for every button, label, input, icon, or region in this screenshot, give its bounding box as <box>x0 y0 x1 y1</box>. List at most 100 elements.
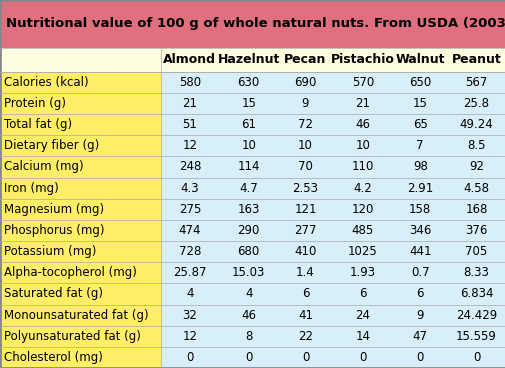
Text: 9: 9 <box>416 309 423 322</box>
Text: 10: 10 <box>355 139 370 152</box>
FancyBboxPatch shape <box>0 326 161 347</box>
Text: 10: 10 <box>297 139 312 152</box>
Text: 9: 9 <box>301 97 309 110</box>
Text: 485: 485 <box>351 224 373 237</box>
Text: 1.4: 1.4 <box>295 266 314 279</box>
Text: 6: 6 <box>359 287 366 300</box>
Text: 41: 41 <box>297 309 312 322</box>
Text: 4.7: 4.7 <box>239 182 258 195</box>
Text: 15.03: 15.03 <box>231 266 265 279</box>
FancyBboxPatch shape <box>0 347 161 368</box>
Text: 0: 0 <box>359 351 366 364</box>
Text: 0: 0 <box>472 351 479 364</box>
Text: 22: 22 <box>297 330 312 343</box>
Text: Polyunsaturated fat (g): Polyunsaturated fat (g) <box>4 330 141 343</box>
Text: 728: 728 <box>178 245 200 258</box>
Text: 15: 15 <box>412 97 427 110</box>
Text: 650: 650 <box>408 76 430 89</box>
Text: 290: 290 <box>237 224 259 237</box>
Text: 6: 6 <box>416 287 423 300</box>
Text: 61: 61 <box>241 118 256 131</box>
Text: 121: 121 <box>293 203 316 216</box>
FancyBboxPatch shape <box>161 156 505 178</box>
Text: 72: 72 <box>297 118 312 131</box>
Text: 114: 114 <box>237 160 260 173</box>
Text: 0: 0 <box>301 351 309 364</box>
Text: 705: 705 <box>465 245 487 258</box>
FancyBboxPatch shape <box>161 347 505 368</box>
Text: 441: 441 <box>408 245 431 258</box>
Text: 275: 275 <box>178 203 200 216</box>
Text: 1.93: 1.93 <box>349 266 375 279</box>
Text: Nutritional value of 100 g of whole natural nuts. From USDA (2003).: Nutritional value of 100 g of whole natu… <box>6 17 505 31</box>
Text: 6: 6 <box>301 287 309 300</box>
Text: Phosphorus (mg): Phosphorus (mg) <box>4 224 105 237</box>
Text: Potassium (mg): Potassium (mg) <box>4 245 96 258</box>
Text: 248: 248 <box>178 160 200 173</box>
FancyBboxPatch shape <box>0 0 505 48</box>
Text: 630: 630 <box>237 76 259 89</box>
FancyBboxPatch shape <box>0 178 161 199</box>
Text: Calcium (mg): Calcium (mg) <box>4 160 83 173</box>
Text: Saturated fat (g): Saturated fat (g) <box>4 287 103 300</box>
FancyBboxPatch shape <box>0 199 161 220</box>
Text: 92: 92 <box>468 160 483 173</box>
Text: 1025: 1025 <box>347 245 377 258</box>
Text: 24: 24 <box>355 309 370 322</box>
Text: Alpha-tocopherol (mg): Alpha-tocopherol (mg) <box>4 266 137 279</box>
FancyBboxPatch shape <box>0 283 161 305</box>
FancyBboxPatch shape <box>161 326 505 347</box>
Text: 12: 12 <box>182 330 197 343</box>
FancyBboxPatch shape <box>0 305 161 326</box>
Text: Walnut: Walnut <box>395 53 444 66</box>
Text: 24.429: 24.429 <box>455 309 496 322</box>
FancyBboxPatch shape <box>161 114 505 135</box>
Text: 158: 158 <box>408 203 430 216</box>
Text: 4.58: 4.58 <box>463 182 488 195</box>
Text: 277: 277 <box>293 224 316 237</box>
Text: 21: 21 <box>182 97 197 110</box>
FancyBboxPatch shape <box>0 72 161 93</box>
Text: 14: 14 <box>355 330 370 343</box>
Text: Peanut: Peanut <box>451 53 500 66</box>
Text: 46: 46 <box>241 309 256 322</box>
FancyBboxPatch shape <box>0 262 161 283</box>
FancyBboxPatch shape <box>0 135 161 156</box>
FancyBboxPatch shape <box>0 156 161 178</box>
Text: Protein (g): Protein (g) <box>4 97 66 110</box>
Text: 98: 98 <box>412 160 427 173</box>
Text: 474: 474 <box>178 224 201 237</box>
Text: 4: 4 <box>186 287 193 300</box>
Text: Almond: Almond <box>163 53 216 66</box>
Text: 567: 567 <box>465 76 487 89</box>
FancyBboxPatch shape <box>161 220 505 241</box>
FancyBboxPatch shape <box>161 305 505 326</box>
FancyBboxPatch shape <box>161 199 505 220</box>
FancyBboxPatch shape <box>0 48 505 72</box>
Text: 25.87: 25.87 <box>173 266 206 279</box>
FancyBboxPatch shape <box>161 135 505 156</box>
Text: 110: 110 <box>351 160 373 173</box>
Text: 0.7: 0.7 <box>410 266 429 279</box>
Text: Monounsaturated fat (g): Monounsaturated fat (g) <box>4 309 148 322</box>
FancyBboxPatch shape <box>0 114 161 135</box>
Text: Total fat (g): Total fat (g) <box>4 118 72 131</box>
Text: 8.33: 8.33 <box>463 266 488 279</box>
Text: 4: 4 <box>244 287 252 300</box>
Text: Iron (mg): Iron (mg) <box>4 182 59 195</box>
Text: 168: 168 <box>465 203 487 216</box>
Text: Magnesium (mg): Magnesium (mg) <box>4 203 104 216</box>
Text: Hazelnut: Hazelnut <box>217 53 279 66</box>
Text: 410: 410 <box>294 245 316 258</box>
Text: Cholesterol (mg): Cholesterol (mg) <box>4 351 103 364</box>
Text: 7: 7 <box>416 139 423 152</box>
Text: 47: 47 <box>412 330 427 343</box>
Text: 6.834: 6.834 <box>459 287 492 300</box>
FancyBboxPatch shape <box>161 262 505 283</box>
Text: Pecan: Pecan <box>284 53 326 66</box>
Text: 0: 0 <box>416 351 423 364</box>
Text: 2.53: 2.53 <box>292 182 318 195</box>
FancyBboxPatch shape <box>161 241 505 262</box>
FancyBboxPatch shape <box>161 93 505 114</box>
Text: 570: 570 <box>351 76 373 89</box>
